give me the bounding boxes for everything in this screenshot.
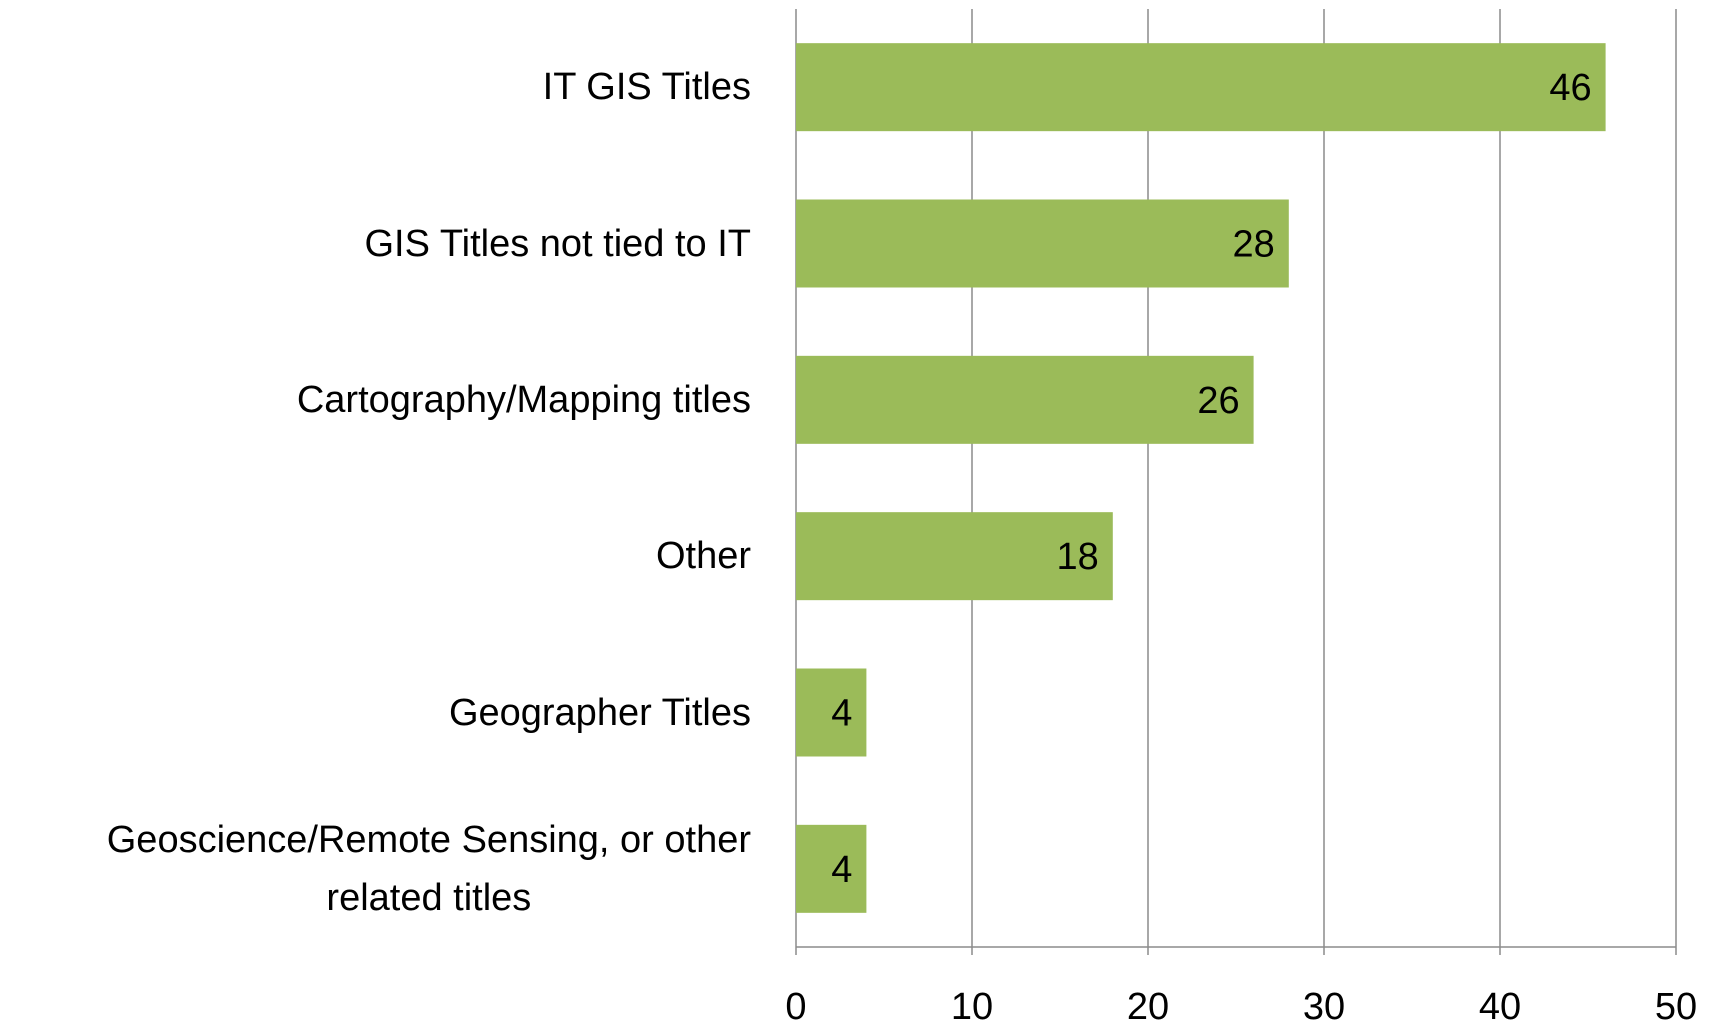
- value-label: 18: [1057, 536, 1099, 578]
- x-tick-label: 10: [951, 986, 993, 1026]
- bar: [796, 199, 1289, 288]
- category-label: GIS Titles not tied to IT: [364, 222, 752, 265]
- x-tick-label: 0: [785, 986, 806, 1026]
- value-label: 4: [831, 849, 852, 891]
- value-label: 26: [1197, 380, 1239, 422]
- x-tick-label: 20: [1127, 986, 1169, 1026]
- bar: [796, 43, 1606, 132]
- category-label: IT GIS Titles: [542, 66, 751, 109]
- bar: [796, 668, 867, 757]
- bar: [796, 355, 1254, 444]
- bar: [796, 824, 867, 913]
- value-label: 28: [1233, 224, 1275, 266]
- category-label: Geoscience/Remote Sensing, or other rela…: [106, 818, 751, 919]
- category-label: Cartography/Mapping titles: [296, 378, 751, 421]
- bar: [796, 512, 1113, 601]
- value-label: 46: [1549, 67, 1591, 109]
- x-tick-label: 40: [1479, 986, 1521, 1026]
- x-tick-label: 30: [1303, 986, 1345, 1026]
- x-tick-label: 50: [1655, 986, 1697, 1026]
- category-label: Other: [655, 535, 751, 578]
- value-label: 4: [831, 693, 852, 735]
- category-label: Geographer Titles: [448, 691, 751, 734]
